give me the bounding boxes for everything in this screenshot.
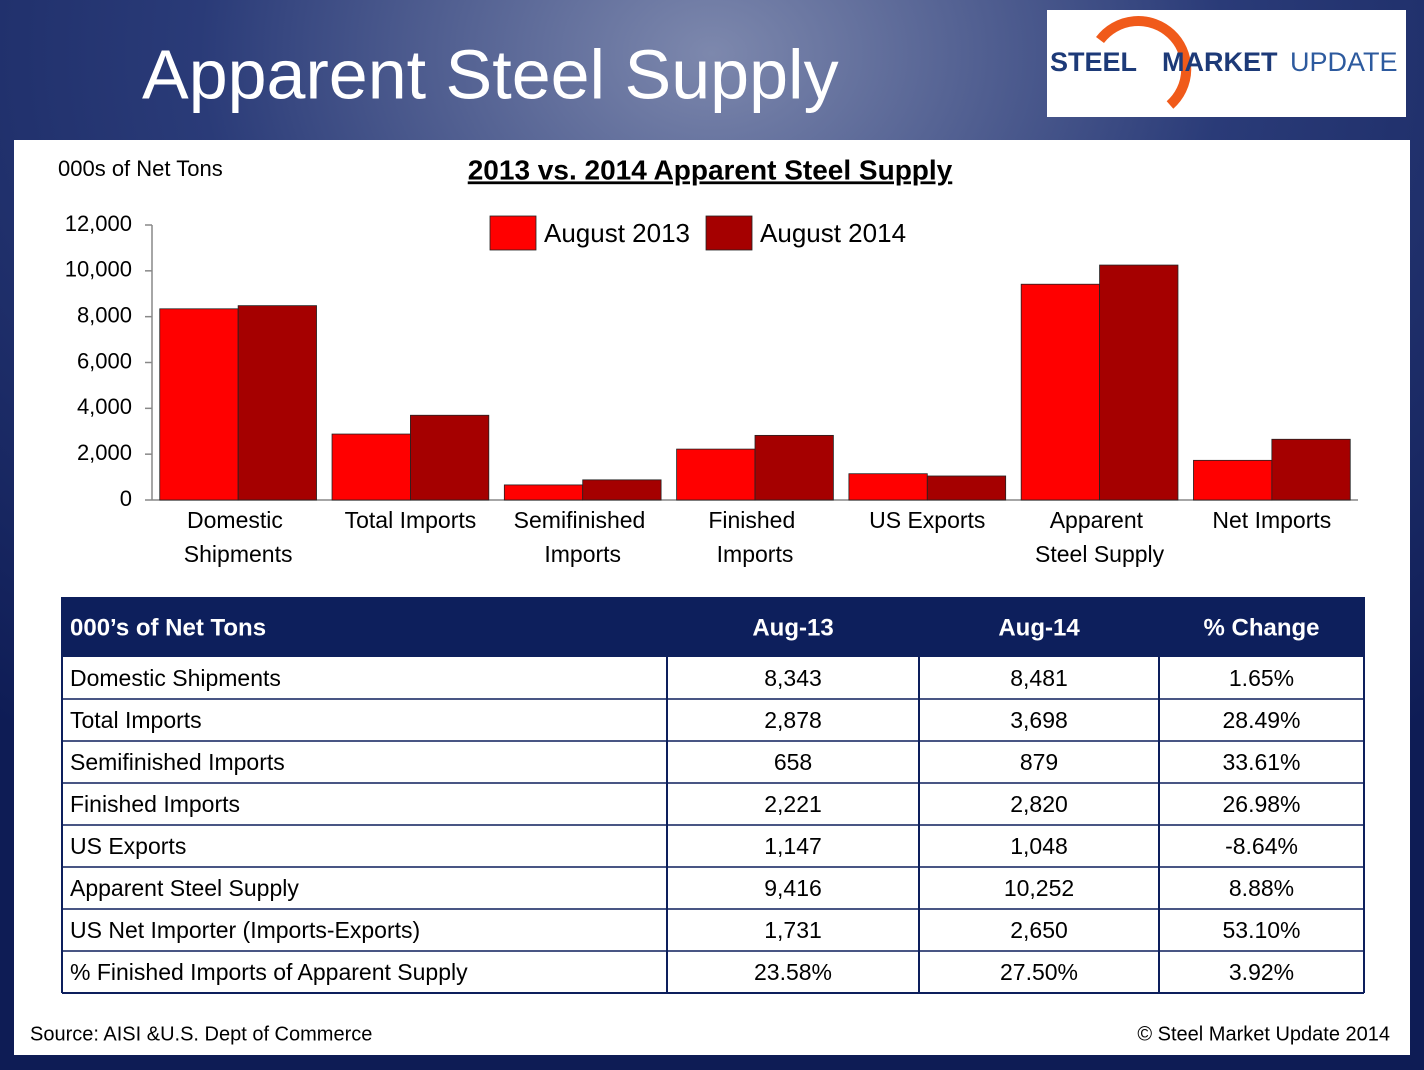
table-cell: US Net Importer (Imports-Exports): [70, 917, 420, 943]
table-cell: 53.10%: [1222, 917, 1300, 943]
table-cell: 1,048: [1010, 833, 1068, 859]
x-tick-label: Semifinished Imports: [514, 507, 652, 567]
table-cell: 1,731: [764, 917, 822, 943]
y-tick-label: 2,000: [77, 440, 132, 465]
legend-label: August 2014: [760, 218, 906, 248]
table-cell: 1.65%: [1229, 665, 1294, 691]
bar: [582, 479, 662, 501]
table-cell: 28.49%: [1222, 707, 1300, 733]
bar: [754, 434, 834, 501]
table-cell: Domestic Shipments: [70, 665, 281, 691]
table-cell: 26.98%: [1222, 791, 1300, 817]
table-cell: Apparent Steel Supply: [70, 875, 299, 901]
table-header-cell: Aug-13: [752, 614, 833, 641]
x-tick-label: Net Imports: [1212, 507, 1331, 533]
y-tick-label: 8,000: [77, 302, 132, 327]
table-cell: 23.58%: [754, 959, 832, 985]
y-axis-label: 000s of Net Tons: [58, 156, 223, 181]
bar: [1271, 438, 1351, 501]
x-tick-label: Apparent Steel Supply: [1035, 507, 1165, 567]
table-cell: 8,481: [1010, 665, 1068, 691]
table-cell: -8.64%: [1225, 833, 1298, 859]
table-cell: 2,650: [1010, 917, 1068, 943]
logo-arc: [1096, 16, 1192, 109]
bar: [410, 414, 490, 501]
table-cell: 8,343: [764, 665, 822, 691]
legend-label: August 2013: [544, 218, 690, 248]
bar: [331, 433, 411, 501]
table-cell: % Finished Imports of Apparent Supply: [70, 959, 468, 985]
logo-word: MARKET: [1162, 47, 1278, 77]
table-cell: 3,698: [1010, 707, 1068, 733]
bar: [1099, 264, 1179, 501]
logo-word: UPDATE: [1290, 47, 1398, 77]
table-header-cell: Aug-14: [998, 614, 1080, 641]
logo-word: STEEL: [1050, 47, 1137, 77]
y-tick-label: 10,000: [65, 257, 132, 282]
table-cell: Total Imports: [70, 707, 202, 733]
y-tick-label: 4,000: [77, 394, 132, 419]
x-tick-label: Finished Imports: [708, 507, 801, 567]
table-cell: 8.88%: [1229, 875, 1294, 901]
y-tick-label: 6,000: [77, 348, 132, 373]
table-cell: 27.50%: [1000, 959, 1078, 985]
table-cell: 9,416: [764, 875, 822, 901]
slide-title: Apparent Steel Supply: [142, 35, 839, 113]
source-note: Source: AISI &U.S. Dept of Commerce: [30, 1023, 372, 1045]
table-cell: 33.61%: [1222, 749, 1300, 775]
table-cell: 658: [774, 749, 812, 775]
bar: [1193, 459, 1273, 501]
bar: [159, 308, 239, 501]
table-header-cell: % Change: [1203, 614, 1319, 641]
copyright: © Steel Market Update 2014: [1137, 1023, 1390, 1045]
bar: [1020, 283, 1100, 501]
table-header-cell: 000’s of Net Tons: [70, 614, 266, 641]
table-cell: 2,221: [764, 791, 822, 817]
y-tick-label: 12,000: [65, 211, 132, 236]
table-header-bg: [62, 597, 1364, 657]
legend-swatch: [705, 215, 753, 251]
x-tick-label: US Exports: [869, 507, 985, 533]
table-cell: 879: [1020, 749, 1058, 775]
bar: [237, 305, 317, 501]
table-cell: Semifinished Imports: [70, 749, 285, 775]
x-tick-label: Total Imports: [345, 507, 477, 533]
table-cell: 1,147: [764, 833, 822, 859]
table-cell: 10,252: [1004, 875, 1074, 901]
table-cell: US Exports: [70, 833, 186, 859]
bar: [503, 484, 584, 501]
bar: [676, 448, 756, 501]
bar: [848, 473, 928, 501]
y-tick-label: 0: [120, 486, 132, 511]
table-cell: 3.92%: [1229, 959, 1294, 985]
table-cell: 2,820: [1010, 791, 1068, 817]
logo: STEEL MARKET UPDATE: [1047, 10, 1406, 117]
table-cell: 2,878: [764, 707, 822, 733]
chart-title: 2013 vs. 2014 Apparent Steel Supply: [468, 154, 953, 185]
x-tick-label: Domestic Shipments: [184, 507, 293, 567]
legend-swatch: [489, 215, 537, 251]
bar: [926, 475, 1007, 501]
table-cell: Finished Imports: [70, 791, 240, 817]
